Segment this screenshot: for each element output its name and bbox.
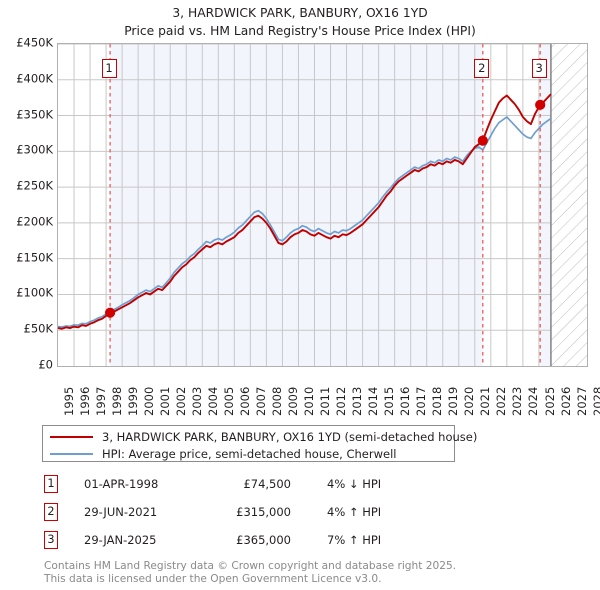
x-axis-tick-label: 1995 bbox=[61, 386, 76, 416]
x-axis-tick-label: 1999 bbox=[125, 386, 140, 416]
footer-attribution: Contains HM Land Registry data © Crown c… bbox=[44, 560, 564, 585]
x-axis-tick-label: 2015 bbox=[382, 386, 397, 416]
x-axis-tick-label: 2010 bbox=[302, 386, 317, 416]
y-axis-tick-label: £400K bbox=[16, 71, 53, 86]
x-axis-tick-label: 2013 bbox=[350, 386, 365, 416]
transaction-table: 1 01-APR-1998 £74,500 4% ↓ HPI 2 29-JUN-2021 £… bbox=[44, 472, 464, 556]
x-axis-tick-label: 2024 bbox=[526, 386, 541, 416]
event-marker-3: 3 bbox=[531, 58, 547, 78]
table-row: 2 29-JUN-2021 £315,000 4% ↑ HPI bbox=[44, 500, 464, 528]
x-axis-tick-label: 1998 bbox=[109, 386, 124, 416]
legend-label: HPI: Average price, semi-detached house,… bbox=[102, 446, 397, 461]
y-axis-tick-label: £450K bbox=[16, 35, 53, 50]
y-axis-tick-label: £0 bbox=[38, 357, 53, 372]
row-sale-date: 01-APR-1998 bbox=[84, 477, 159, 491]
event-marker-2: 2 bbox=[474, 58, 490, 78]
footer-line-2: This data is licensed under the Open Gov… bbox=[44, 572, 382, 585]
y-axis-labels: £0 £50K £100K £150K £200K £250K £300K £350K £400… bbox=[0, 35, 54, 376]
row-sale-price: £74,500 bbox=[243, 477, 291, 491]
legend-color-swatch bbox=[50, 452, 93, 455]
row-sale-price: £365,000 bbox=[236, 533, 291, 547]
chart-title-block: 3, HARDWICK PARK, BANBURY, OX16 1YD Pric… bbox=[0, 4, 600, 40]
x-axis-tick-label: 2011 bbox=[318, 386, 333, 416]
x-axis-tick-label: 2014 bbox=[366, 386, 381, 416]
x-axis-tick-label: 2022 bbox=[494, 386, 509, 416]
footer-line-1: Contains HM Land Registry data © Crown c… bbox=[44, 560, 457, 572]
legend-color-swatch bbox=[50, 435, 93, 438]
row-hpi-delta: 4% ↓ HPI bbox=[327, 477, 382, 491]
x-axis-tick-label: 2000 bbox=[141, 386, 156, 416]
row-sale-price: £315,000 bbox=[236, 505, 291, 519]
chart-legend: 3, HARDWICK PARK, BANBURY, OX16 1YD (sem… bbox=[42, 425, 477, 462]
x-axis-tick-label: 2018 bbox=[430, 386, 445, 416]
x-axis-tick-label: 1997 bbox=[93, 386, 108, 416]
y-axis-tick-label: £350K bbox=[16, 107, 53, 122]
x-axis-tick-label: 1996 bbox=[77, 386, 92, 416]
x-axis-tick-label: 2001 bbox=[157, 386, 172, 416]
y-axis-tick-label: £250K bbox=[16, 178, 53, 193]
x-axis-labels: 1995 1996 1997 1998 1999 2000 2001 2002 2003 2004… bbox=[0, 372, 600, 428]
row-sale-date: 29-JUN-2021 bbox=[84, 505, 158, 519]
x-axis-tick-label: 2005 bbox=[221, 386, 236, 416]
x-axis-tick-label: 2009 bbox=[286, 386, 301, 416]
y-axis-tick-label: £200K bbox=[16, 214, 53, 229]
page-title: 3, HARDWICK PARK, BANBURY, OX16 1YD bbox=[172, 6, 428, 20]
table-row: 1 01-APR-1998 £74,500 4% ↓ HPI bbox=[44, 472, 464, 500]
page-subtitle: Price paid vs. HM Land Registry's House … bbox=[124, 24, 476, 38]
row-marker-number: 1 bbox=[44, 475, 58, 493]
x-axis-tick-label: 2004 bbox=[205, 386, 220, 416]
hpi-chart: £0 £50K £100K £150K £200K £250K £300K £350K £400… bbox=[0, 35, 600, 416]
legend-label: 3, HARDWICK PARK, BANBURY, OX16 1YD (sem… bbox=[102, 429, 478, 444]
x-axis-tick-label: 2007 bbox=[253, 386, 268, 416]
row-hpi-delta: 4% ↑ HPI bbox=[327, 505, 382, 519]
x-axis-tick-label: 2023 bbox=[510, 386, 525, 416]
x-axis-tick-label: 2028 bbox=[590, 386, 600, 416]
x-axis-tick-label: 2006 bbox=[237, 386, 252, 416]
legend-entry: HPI: Average price, semi-detached house,… bbox=[50, 445, 397, 462]
row-marker-number: 2 bbox=[44, 503, 58, 521]
x-axis-tick-label: 2002 bbox=[173, 386, 188, 416]
y-axis-tick-label: £50K bbox=[23, 321, 54, 336]
x-axis-tick-label: 2021 bbox=[478, 386, 493, 416]
table-row: 3 29-JAN-2025 £365,000 7% ↑ HPI bbox=[44, 528, 464, 556]
y-axis-tick-label: £150K bbox=[16, 250, 53, 265]
legend-entry: 3, HARDWICK PARK, BANBURY, OX16 1YD (sem… bbox=[50, 428, 477, 445]
y-axis-tick-label: £300K bbox=[16, 142, 53, 157]
x-axis-tick-label: 2008 bbox=[269, 386, 284, 416]
event-marker-1: 1 bbox=[101, 58, 117, 78]
row-sale-date: 29-JAN-2025 bbox=[84, 533, 157, 547]
x-axis-tick-label: 2017 bbox=[414, 386, 429, 416]
row-marker-number: 3 bbox=[44, 531, 58, 549]
x-axis-tick-label: 2027 bbox=[574, 386, 589, 416]
row-hpi-delta: 7% ↑ HPI bbox=[327, 533, 382, 547]
x-axis-tick-label: 2003 bbox=[189, 386, 204, 416]
x-axis-tick-label: 2025 bbox=[542, 386, 557, 416]
y-axis-tick-label: £100K bbox=[16, 285, 53, 300]
plot-area bbox=[57, 43, 588, 367]
x-axis-tick-label: 2026 bbox=[558, 386, 573, 416]
x-axis-tick-label: 2020 bbox=[462, 386, 477, 416]
x-axis-tick-label: 2012 bbox=[334, 386, 349, 416]
plot-svg bbox=[58, 44, 587, 366]
x-axis-tick-label: 2016 bbox=[398, 386, 413, 416]
x-axis-tick-label: 2019 bbox=[446, 386, 461, 416]
